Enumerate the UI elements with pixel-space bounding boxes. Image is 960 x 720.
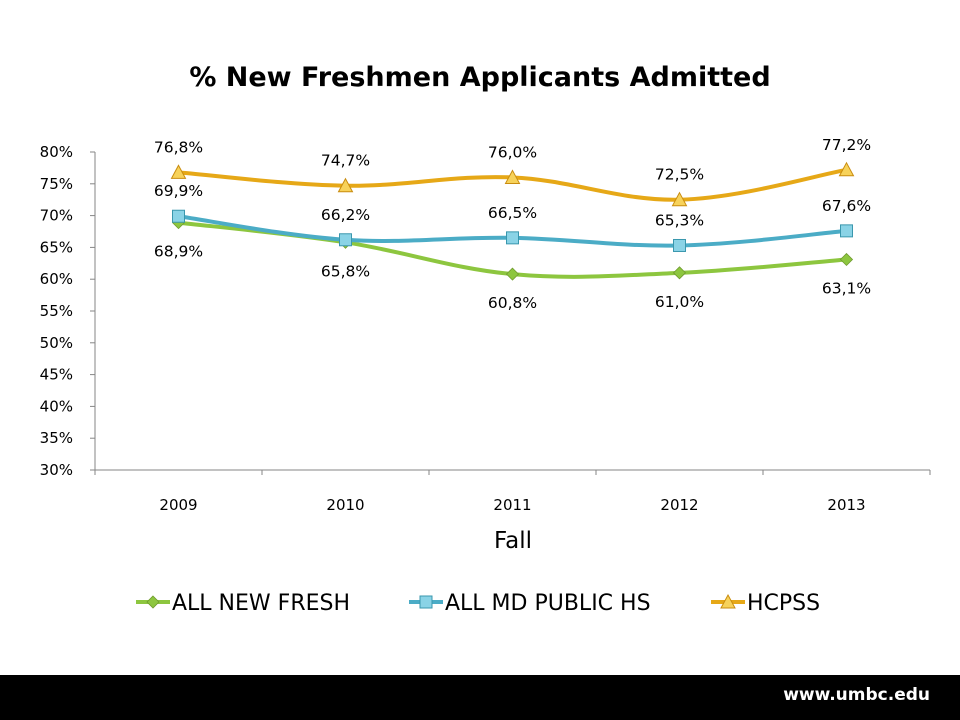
- data-label-all-new-fresh: 60,8%: [488, 294, 537, 312]
- data-point-all-md-public-hs: [506, 231, 519, 245]
- data-label-hcpss: 72,5%: [655, 166, 704, 184]
- y-tick-label: 50%: [40, 334, 73, 352]
- data-label-hcpss: 77,2%: [822, 136, 871, 154]
- y-tick-label: 35%: [40, 429, 73, 447]
- data-label-hcpss: 74,7%: [321, 152, 370, 170]
- data-label-all-md-public-hs: 66,5%: [488, 204, 537, 222]
- data-label-hcpss: 76,8%: [154, 138, 203, 156]
- legend-marker-all-md-public-hs: [419, 595, 433, 609]
- data-label-all-md-public-hs: 66,2%: [321, 206, 370, 224]
- footer-bar: www.umbc.edu: [0, 675, 960, 720]
- x-tick-label: 2010: [326, 496, 364, 514]
- data-label-all-md-public-hs: 65,3%: [655, 211, 704, 229]
- legend-marker-all-new-fresh: [146, 595, 160, 609]
- data-point-hcpss: [170, 164, 187, 179]
- x-axis: 2009 2010 2011 2012 2013: [94, 469, 931, 514]
- legend-label-hcpss: HCPSS: [747, 591, 820, 616]
- data-label-all-new-fresh: 63,1%: [822, 279, 871, 297]
- chart-title: % New Freshmen Applicants Admitted: [189, 62, 770, 93]
- y-tick-label: 80%: [40, 143, 73, 161]
- y-tick-label: 70%: [40, 207, 73, 225]
- y-tick-label: 45%: [40, 366, 73, 384]
- x-tick-label: 2009: [159, 496, 197, 514]
- x-tick-label: 2011: [493, 496, 531, 514]
- data-point-hcpss: [337, 177, 354, 193]
- legend-label-all-new-fresh: ALL NEW FRESH: [172, 591, 350, 616]
- data-point-all-md-public-hs: [339, 233, 352, 247]
- data-point-hcpss: [671, 191, 688, 207]
- legend-label-all-md-public-hs: ALL MD PUBLIC HS: [445, 591, 651, 616]
- line-chart: % New Freshmen Applicants Admitted 30% 35…: [40, 62, 931, 616]
- data-label-all-md-public-hs: 69,9%: [154, 182, 203, 200]
- data-label-hcpss: 76,0%: [488, 143, 537, 161]
- x-tick-label: 2012: [660, 496, 698, 514]
- data-point-all-new-fresh: [672, 266, 687, 280]
- data-label-all-new-fresh: 65,8%: [321, 262, 370, 280]
- data-labels-layer: 68,9% 65,8% 60,8% 61,0% 63,1% 69,9% 66,2% 66,5%…: [154, 136, 871, 312]
- y-tick-label: 60%: [40, 270, 73, 288]
- legend-marker-hcpss: [720, 593, 736, 609]
- y-tick-label: 30%: [40, 461, 73, 479]
- y-tick-label: 40%: [40, 397, 73, 415]
- legend: ALL NEW FRESH ALL MD PUBLIC HS HCPSS: [136, 591, 820, 616]
- data-point-all-new-fresh: [839, 252, 854, 267]
- y-tick-label: 55%: [40, 302, 73, 320]
- y-tick-label: 65%: [40, 238, 73, 256]
- data-label-all-new-fresh: 68,9%: [154, 243, 203, 261]
- data-point-all-new-fresh: [505, 267, 520, 281]
- data-point-hcpss: [838, 161, 855, 177]
- data-label-all-md-public-hs: 67,6%: [822, 197, 871, 215]
- data-point-all-md-public-hs: [840, 224, 853, 238]
- data-point-all-md-public-hs: [172, 209, 185, 223]
- series-layer: [170, 161, 855, 281]
- y-axis: 30% 35% 40% 45% 50% 55% 60% 65% 70% 75% 80%: [40, 143, 96, 479]
- data-point-hcpss: [504, 169, 521, 184]
- x-axis-title: Fall: [494, 528, 532, 554]
- y-tick-label: 75%: [40, 175, 73, 193]
- footer-url[interactable]: www.umbc.edu: [783, 685, 930, 705]
- data-label-all-new-fresh: 61,0%: [655, 293, 704, 311]
- data-point-all-md-public-hs: [673, 238, 686, 252]
- x-tick-label: 2013: [827, 496, 865, 514]
